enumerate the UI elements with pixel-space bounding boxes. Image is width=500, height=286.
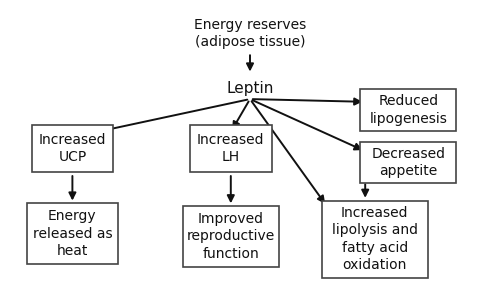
Text: Increased
LH: Increased LH [197, 133, 264, 164]
Text: Improved
reproductive
function: Improved reproductive function [186, 212, 275, 261]
FancyBboxPatch shape [190, 125, 272, 172]
FancyBboxPatch shape [32, 125, 113, 172]
Text: Energy
released as
heat: Energy released as heat [32, 209, 112, 258]
FancyBboxPatch shape [322, 201, 428, 277]
Text: Leptin: Leptin [226, 81, 274, 96]
FancyBboxPatch shape [183, 206, 279, 267]
Text: Increased
lipolysis and
fatty acid
oxidation: Increased lipolysis and fatty acid oxida… [332, 206, 418, 272]
FancyBboxPatch shape [27, 203, 118, 264]
Text: Increased
UCP: Increased UCP [38, 133, 106, 164]
FancyBboxPatch shape [360, 142, 456, 183]
Text: Decreased
appetite: Decreased appetite [372, 146, 446, 178]
Text: Energy reserves
(adipose tissue): Energy reserves (adipose tissue) [194, 17, 306, 49]
Text: Reduced
lipogenesis: Reduced lipogenesis [370, 94, 448, 126]
FancyBboxPatch shape [360, 90, 456, 131]
